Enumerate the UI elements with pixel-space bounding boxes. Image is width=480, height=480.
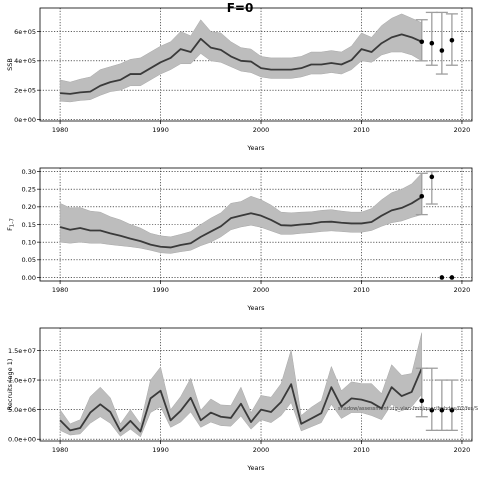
projection-point [439,275,445,280]
y-tick-label: 0.05 [22,256,36,264]
x-tick-label: 2000 [253,446,270,454]
y-tick-label: 0.0e+00 [8,436,36,444]
projection-point [449,407,455,413]
y-tick-label: 0e+00 [14,116,36,124]
projection-point [419,193,425,199]
x-tick-label: 2000 [253,126,270,134]
y-tick-label: 1.5e+07 [8,347,36,355]
axes-frame [39,7,473,122]
axes-frame [39,327,473,442]
median-line [59,196,423,249]
projection-point [449,37,455,43]
projection-point [449,275,455,280]
panel-fbar: 1980 1990 2000 2010 2020 0.00 0.05 0.10 0.15 0.20… [6,167,473,312]
x-tick-label: 1990 [152,286,169,294]
x-tick-label: 1990 [152,126,169,134]
x-axis-label: Years [246,144,265,152]
y-tick-label: 4e+05 [14,57,36,65]
x-tick-label: 2010 [353,446,370,454]
x-tick-label: 2020 [454,126,471,134]
y-tick-label: 0.10 [22,238,36,246]
chart-annotation: shadow/assessment.stg_vlan-fmb/quar/fmbd… [338,406,478,412]
projection-point [439,407,445,413]
x-tick-label: 1980 [52,446,69,454]
y-tick-label: 0.15 [22,221,36,229]
panel-recruits: 1980 1990 2000 2010 2020 0.0e+00 5.0e+06 1.0e+0… [6,327,478,472]
y-tick-label: 2e+05 [14,86,36,94]
x-tick-label: 2010 [353,126,370,134]
x-tick-label: 1990 [152,446,169,454]
y-axis-label: SSB [6,58,14,71]
y-tick-label: 1.0e+07 [8,376,36,384]
y-tick-label: 5.0e+06 [8,406,36,414]
y-axis-label: Recruits (age 1) [6,359,14,411]
y-tick-label: 6e+05 [14,28,36,36]
y-tick-label: 0.00 [22,274,36,282]
projection-point [429,407,435,413]
projection-point [429,174,435,180]
y-tick-label: 0.20 [22,203,36,211]
x-tick-label: 1980 [52,126,69,134]
y-tick-label: 0.25 [22,185,36,193]
x-axis-label: Years [246,304,265,312]
x-tick-label: 2020 [454,286,471,294]
y-tick-label: 0.30 [22,168,36,176]
projection-point [419,398,425,404]
x-tick-label: 2010 [353,286,370,294]
x-tick-label: 2020 [454,446,471,454]
x-axis-label: Years [246,464,265,472]
projection-point [429,40,435,46]
projection-point [439,48,445,53]
panel-ssb: 1980 1990 2000 2010 2020 0e+00 2e+05 4e+05 6e+05… [6,7,473,152]
y-axis-label: F1–7 [6,218,16,231]
x-tick-label: 2000 [253,286,270,294]
y-axis-label-subscript: 1–7 [10,218,16,227]
x-tick-label: 1980 [52,286,69,294]
median-line [59,367,423,433]
projection-point [419,39,425,45]
median-line [60,33,423,95]
